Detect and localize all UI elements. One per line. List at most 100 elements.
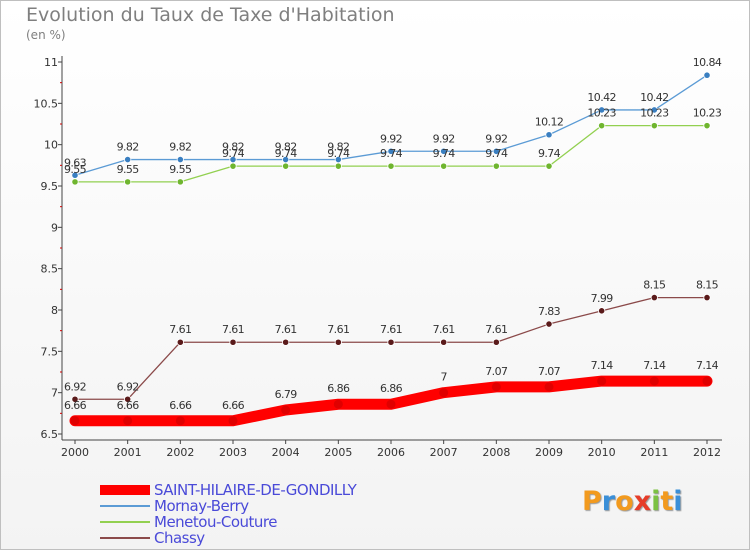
series-chassy-data-label: 8.15 xyxy=(643,279,666,292)
legend-label: Chassy xyxy=(154,529,205,547)
x-tick-label: 2008 xyxy=(482,446,510,459)
series-mornay-berry-point xyxy=(176,155,184,164)
y-tick-label: 9 xyxy=(51,221,58,234)
series-menetou-couture-point xyxy=(598,122,606,130)
series-menetou-couture-data-label: 9.74 xyxy=(538,147,561,160)
series-menetou-couture-data-label: 9.55 xyxy=(169,163,192,176)
series-menetou-couture-data-label: 10.23 xyxy=(640,107,669,120)
legend-item: SAINT-HILAIRE-DE-GONDILLY xyxy=(100,481,357,499)
series-mornay-berry-point xyxy=(598,106,606,114)
series-chassy-data-label: 7.61 xyxy=(485,323,507,336)
y-tick-label: 11 xyxy=(44,56,58,69)
series-saint-hilaire-de-gondilly-data-label: 7 xyxy=(440,371,447,384)
series-menetou-couture-point xyxy=(492,162,500,170)
series-saint-hilaire-de-gondilly-point xyxy=(70,416,80,426)
series-saint-hilaire-de-gondilly-point xyxy=(649,376,659,386)
series-chassy-point xyxy=(440,338,448,346)
y-tick-label: 8.5 xyxy=(41,263,59,276)
series-menetou-couture-point xyxy=(71,178,79,186)
x-tick-label: 2007 xyxy=(430,446,458,459)
y-tick-label: 7.5 xyxy=(41,345,59,358)
series-menetou-couture-point xyxy=(387,162,395,170)
series-mornay-berry-point xyxy=(545,131,553,139)
series-chassy-point xyxy=(176,338,184,346)
x-tick-label: 2001 xyxy=(114,446,142,459)
series-saint-hilaire-de-gondilly-point xyxy=(491,382,501,392)
series-menetou-couture-point xyxy=(282,162,290,170)
logo-letter: r xyxy=(601,486,616,517)
series-menetou-couture-point xyxy=(545,162,553,170)
series-saint-hilaire-de-gondilly-data-label: 7.14 xyxy=(643,359,666,372)
series-chassy-point xyxy=(492,338,500,346)
series-chassy-point xyxy=(598,307,606,315)
series-menetou-couture-data-label: 9.55 xyxy=(64,163,87,176)
y-tick-label: 8 xyxy=(51,304,58,317)
series-menetou-couture-point xyxy=(650,122,658,130)
series-menetou-couture-data-label: 9.74 xyxy=(433,147,456,160)
series-saint-hilaire-de-gondilly-point xyxy=(702,376,712,386)
series-saint-hilaire-de-gondilly-data-label: 6.66 xyxy=(117,399,140,412)
series-chassy-data-label: 6.92 xyxy=(117,380,139,393)
legend-swatch xyxy=(100,537,150,539)
series-menetou-couture-point xyxy=(229,162,237,170)
series-mornay-berry-point xyxy=(492,147,500,155)
series-saint-hilaire-de-gondilly-data-label: 6.66 xyxy=(222,399,245,412)
series-saint-hilaire-de-gondilly-data-label: 6.79 xyxy=(275,388,298,401)
series-menetou-couture-data-label: 10.23 xyxy=(693,107,722,120)
x-tick-label: 2004 xyxy=(272,446,300,459)
series-chassy-point xyxy=(229,338,237,346)
x-tick-label: 2012 xyxy=(693,446,721,459)
series-chassy-data-label: 7.61 xyxy=(222,323,244,336)
series-chassy-point xyxy=(334,338,342,346)
logo-letter: o xyxy=(615,486,634,517)
legend-item: Menetou-Couture xyxy=(100,513,356,531)
series-chassy-data-label: 7.61 xyxy=(433,323,455,336)
series-mornay-berry-data-label: 9.82 xyxy=(117,141,139,154)
series-mornay-berry-data-label: 9.82 xyxy=(327,141,349,154)
series-mornay-berry-data-label: 10.42 xyxy=(587,91,616,104)
y-tick-label: 7 xyxy=(51,387,58,400)
x-tick-label: 2010 xyxy=(588,446,616,459)
series-mornay-berry-point xyxy=(124,155,132,164)
legend-label: Menetou-Couture xyxy=(154,513,278,531)
series-saint-hilaire-de-gondilly-point xyxy=(386,399,396,409)
legend-label: Mornay-Berry xyxy=(154,497,249,515)
series-chassy-data-label: 8.15 xyxy=(696,279,719,292)
proxiti-logo: Proxiti xyxy=(582,486,683,517)
legend-swatch xyxy=(100,485,150,495)
series-saint-hilaire-de-gondilly-point xyxy=(439,388,449,398)
series-saint-hilaire-de-gondilly-point xyxy=(597,376,607,386)
series-mornay-berry-data-label: 9.92 xyxy=(380,132,402,145)
series-chassy-point xyxy=(282,338,290,346)
logo-letter: i xyxy=(673,486,683,517)
series-chassy-point xyxy=(124,395,132,403)
series-chassy-point xyxy=(71,395,79,403)
series-chassy-data-label: 6.92 xyxy=(64,380,86,393)
series-mornay-berry-data-label: 9.92 xyxy=(433,132,455,145)
chart-title: Evolution du Taux de Taxe d'Habitation xyxy=(26,4,395,26)
series-mornay-berry-data-label: 10.12 xyxy=(535,116,564,129)
series-menetou-couture-data-label: 9.74 xyxy=(485,147,508,160)
series-mornay-berry-data-label: 9.82 xyxy=(275,141,297,154)
series-saint-hilaire-de-gondilly-point xyxy=(123,416,133,426)
series-mornay-berry-data-label: 9.63 xyxy=(64,156,87,169)
x-tick-label: 2003 xyxy=(219,446,247,459)
logo-letter: i xyxy=(651,486,661,517)
series-menetou-couture-data-label: 9.74 xyxy=(222,147,245,160)
series-chassy-data-label: 7.61 xyxy=(275,323,297,336)
series-saint-hilaire-de-gondilly-data-label: 6.66 xyxy=(169,399,192,412)
legend-swatch xyxy=(100,505,150,507)
x-tick-label: 2000 xyxy=(61,446,89,459)
series-mornay-berry-data-label: 9.82 xyxy=(169,141,191,154)
logo-letter: P xyxy=(582,486,602,517)
series-menetou-couture-data-label: 9.55 xyxy=(117,163,140,176)
series-saint-hilaire-de-gondilly-point xyxy=(333,399,343,409)
series-saint-hilaire-de-gondilly-data-label: 6.86 xyxy=(380,382,403,395)
series-menetou-couture-data-label: 9.74 xyxy=(327,147,350,160)
series-saint-hilaire-de-gondilly-point xyxy=(175,416,185,426)
series-chassy-point xyxy=(387,338,395,346)
logo-letter: x xyxy=(633,486,652,517)
series-saint-hilaire-de-gondilly-data-label: 7.14 xyxy=(696,359,719,372)
